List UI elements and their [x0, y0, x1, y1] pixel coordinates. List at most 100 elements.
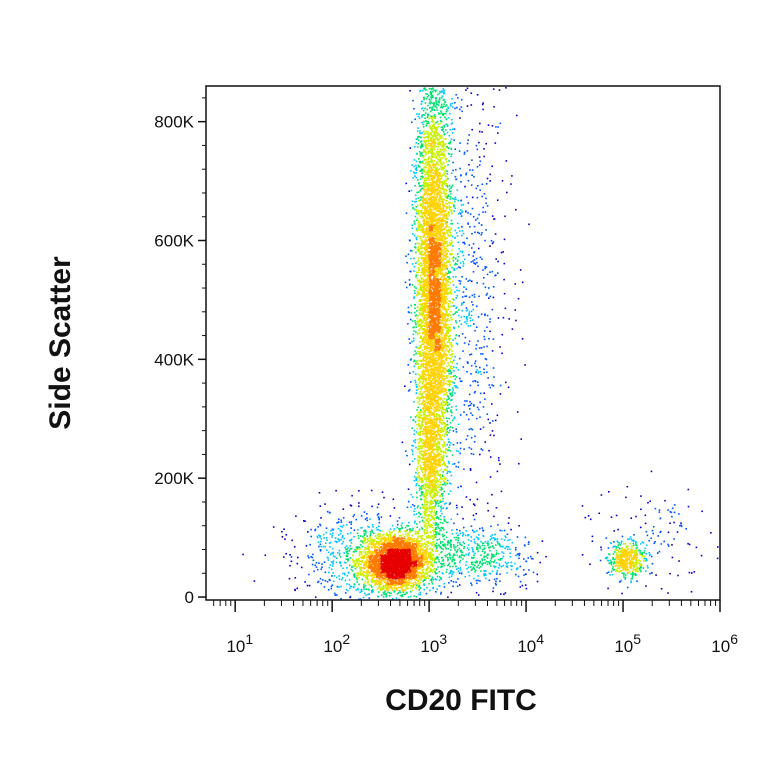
event-dot: [376, 588, 379, 590]
event-dot: [429, 125, 431, 128]
event-dot: [364, 564, 366, 567]
event-dot: [376, 546, 379, 548]
event-dot: [389, 535, 392, 537]
event-dot: [443, 217, 446, 220]
event-dot: [373, 574, 376, 576]
event-dot: [382, 579, 385, 582]
event-dot: [449, 365, 452, 368]
event-dot: [409, 584, 412, 587]
event-dot: [414, 581, 416, 583]
event-dot: [398, 576, 401, 579]
event-dot: [423, 583, 425, 585]
event-dot: [378, 544, 380, 546]
event-dot: [425, 553, 427, 556]
event-dot: [370, 555, 372, 557]
event-dot: [435, 185, 438, 188]
event-dot: [407, 561, 409, 563]
event-dot: [445, 502, 447, 504]
event-dot: [418, 553, 420, 556]
event-dot: [451, 122, 454, 124]
event-dot: [400, 557, 402, 559]
event-dot: [423, 501, 426, 503]
event-dot: [411, 529, 414, 532]
event-dot: [414, 571, 416, 573]
event-dot: [381, 578, 383, 581]
event-dot: [400, 571, 403, 573]
event-dot: [382, 564, 385, 567]
event-dot: [391, 584, 393, 587]
event-dot: [432, 462, 434, 465]
event-dot: [370, 553, 372, 555]
event-dot: [367, 551, 370, 553]
event-dot: [423, 432, 426, 435]
event-dot: [393, 584, 395, 586]
event-dot: [439, 119, 442, 122]
event-dot: [431, 217, 434, 220]
event-dot: [374, 547, 376, 550]
event-dot: [409, 546, 412, 549]
event-dot: [384, 544, 386, 547]
event-dot: [441, 283, 444, 286]
event-dot: [388, 545, 390, 547]
event-dot: [412, 582, 414, 584]
event-dot: [441, 246, 443, 249]
event-dot: [414, 539, 416, 542]
event-dot: [388, 530, 391, 532]
event-dot: [421, 543, 423, 545]
event-dot: [419, 458, 422, 460]
event-dot: [395, 541, 397, 543]
event-dot: [435, 193, 438, 195]
event-dot: [397, 561, 400, 564]
event-dot: [433, 135, 436, 137]
event-dot: [368, 589, 370, 591]
event-dot: [359, 548, 361, 551]
event-dot: [404, 537, 406, 540]
event-dot: [431, 421, 434, 424]
event-dot: [382, 550, 385, 552]
event-dot: [407, 587, 409, 590]
event-dot: [378, 580, 381, 583]
event-dot: [415, 596, 418, 598]
event-dot: [416, 579, 419, 582]
event-dot: [363, 568, 366, 570]
event-dot: [377, 571, 380, 573]
event-dot: [437, 313, 439, 316]
event-dot: [410, 587, 412, 590]
event-dot: [406, 568, 409, 571]
event-dot: [409, 544, 412, 546]
event-dot: [444, 478, 446, 481]
event-dot: [425, 439, 427, 441]
event-dot: [375, 571, 377, 574]
event-dot: [418, 593, 420, 596]
event-dot: [424, 388, 426, 390]
event-dot: [403, 566, 405, 569]
event-dot: [403, 574, 406, 577]
event-dot: [449, 426, 452, 428]
event-dot: [411, 584, 413, 587]
event-dot: [408, 554, 411, 557]
event-dot: [422, 332, 424, 334]
event-dot: [389, 562, 392, 564]
event-dot: [379, 571, 382, 573]
event-dot: [379, 553, 382, 556]
event-dot: [423, 584, 425, 586]
event-dot: [371, 554, 374, 557]
event-dot: [431, 147, 434, 150]
event-dot: [448, 276, 450, 278]
event-dot: [405, 565, 408, 567]
event-dot: [401, 570, 403, 572]
event-dot: [419, 215, 422, 217]
event-dot: [387, 557, 389, 559]
event-dot: [419, 237, 422, 240]
event-dot: [371, 573, 374, 575]
event-dot: [416, 350, 419, 353]
event-dot: [397, 574, 399, 577]
event-dot: [373, 569, 375, 572]
event-dot: [445, 129, 447, 131]
event-dot: [419, 557, 421, 560]
event-dot: [422, 291, 424, 293]
event-dot: [415, 560, 418, 562]
event-dot: [396, 564, 398, 567]
event-dot: [409, 556, 412, 558]
